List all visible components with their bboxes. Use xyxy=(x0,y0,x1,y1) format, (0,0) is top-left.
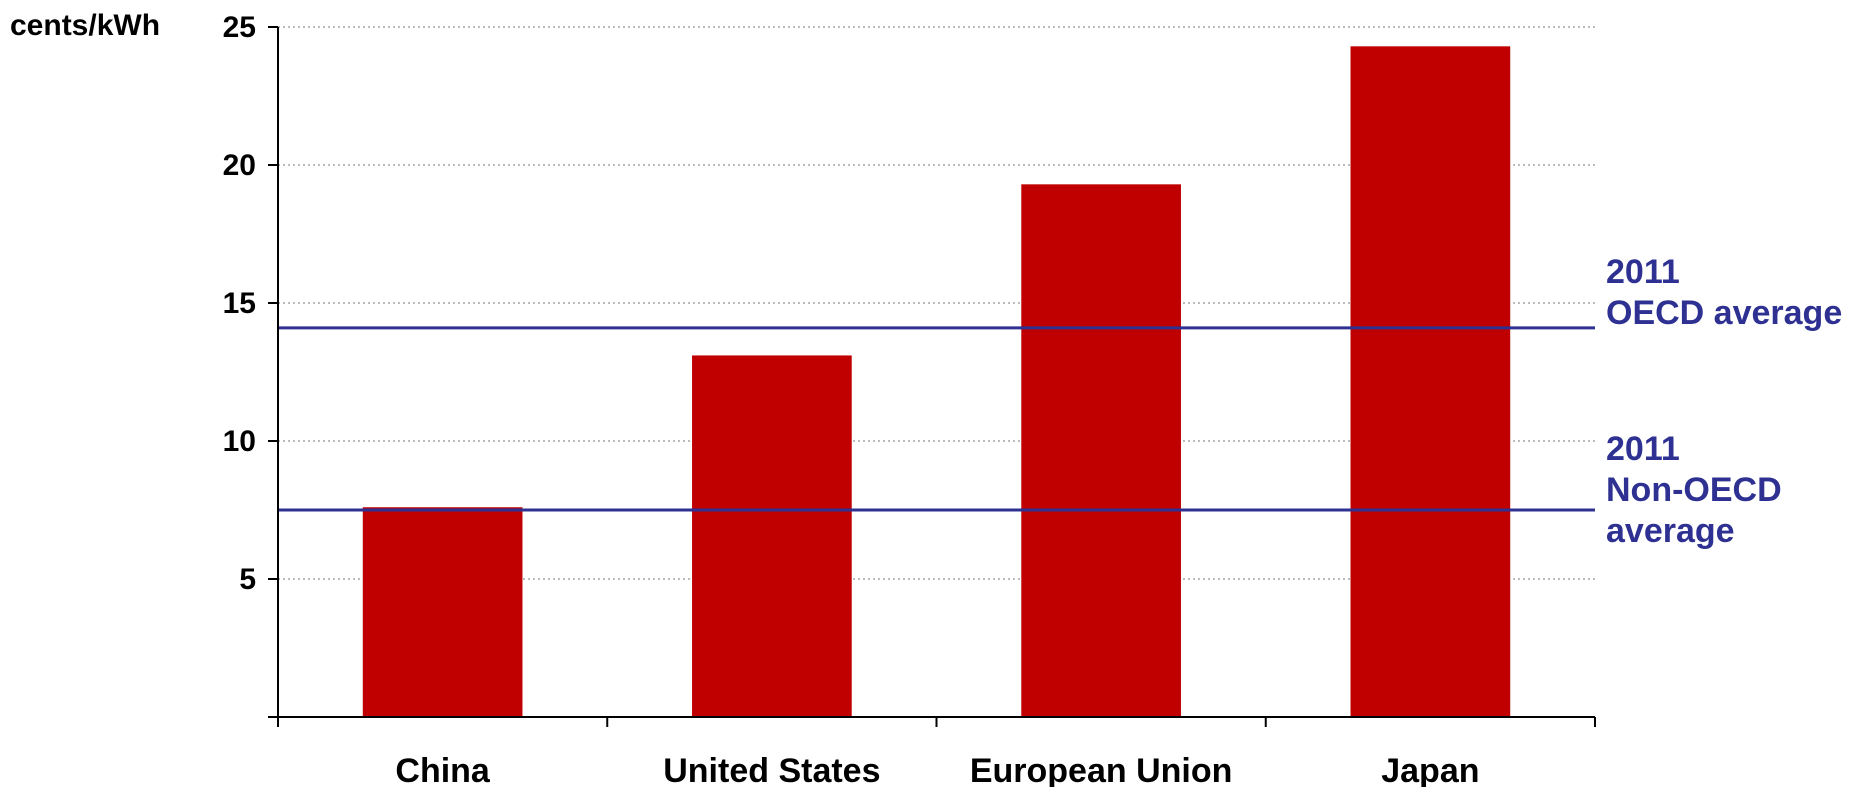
bars xyxy=(362,46,1511,717)
bar-china xyxy=(362,507,523,717)
reference-line-label: 2011 xyxy=(1606,430,1680,468)
y-axis-label: cents/kWh xyxy=(10,9,160,42)
x-category-label: Japan xyxy=(1381,752,1479,787)
x-category-label: European Union xyxy=(970,752,1233,787)
y-tick-label: 20 xyxy=(223,149,256,182)
axes xyxy=(268,26,1596,727)
labels: 5 10 15 20 25 cents/kWh China United States Euro… xyxy=(10,9,1842,787)
bar-united-states xyxy=(692,355,852,717)
reference-line-label: Non-OECD xyxy=(1606,471,1782,509)
y-tick-label: 5 xyxy=(239,563,256,596)
reference-lines xyxy=(278,326,1595,512)
reference-line-label: OECD average xyxy=(1606,294,1842,332)
y-tick-label: 15 xyxy=(223,287,256,320)
x-category-label: United States xyxy=(663,752,880,787)
x-category-label: China xyxy=(395,752,491,787)
y-tick-label: 25 xyxy=(223,11,256,44)
bar-japan xyxy=(1350,46,1511,717)
y-tick-label: 10 xyxy=(223,425,256,458)
reference-line-label: average xyxy=(1606,512,1735,550)
bar-european-union xyxy=(1021,184,1181,717)
reference-line-label: 2011 xyxy=(1606,253,1680,291)
